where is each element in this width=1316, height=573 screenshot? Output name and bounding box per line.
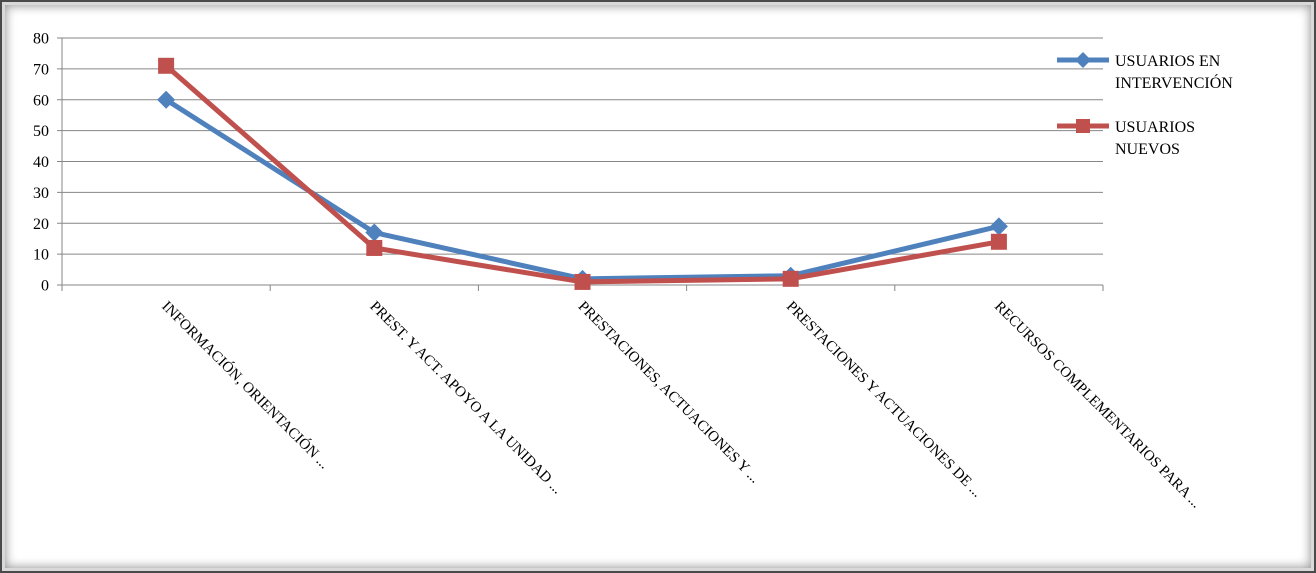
- data-point-marker: [365, 223, 384, 242]
- y-tick-label: 20: [33, 216, 49, 233]
- y-axis-tick-labels: 0 10 20 30 40 50 60 70 80: [33, 31, 49, 295]
- x-category-label: PRESTACIONES, ACTUACIONES Y ...: [575, 299, 763, 487]
- data-point-marker: [574, 273, 591, 290]
- x-category-label: RECURSOS COMPLEMENTARIOS PARA ...: [991, 299, 1204, 512]
- data-point-marker: [157, 90, 176, 109]
- y-tick-label: 40: [33, 154, 49, 171]
- series-1: [157, 90, 1008, 288]
- data-point-marker: [989, 217, 1008, 236]
- data-point-marker: [158, 57, 175, 74]
- data-point-marker: [782, 270, 799, 287]
- legend-swatch-marker: [1075, 52, 1091, 68]
- legend-label: USUARIOS EN: [1115, 53, 1221, 70]
- y-tick-label: 10: [33, 247, 49, 264]
- legend-label: USUARIOS: [1115, 119, 1195, 136]
- x-category-label: PRESTACIONES Y ACTUACIONES DE ...: [783, 299, 985, 501]
- legend-label: NUEVOS: [1115, 141, 1180, 158]
- x-axis-category-labels: INFORMACIÓN, ORIENTACIÓN ... PREST. Y ACT…: [158, 298, 1204, 512]
- series-line: [163, 97, 1002, 282]
- series-line: [163, 63, 1002, 285]
- gridlines: [62, 37, 1103, 255]
- data-point-marker: [990, 233, 1007, 250]
- y-tick-label: 50: [33, 123, 49, 140]
- x-category-label: INFORMACIÓN, ORIENTACIÓN ...: [158, 298, 332, 472]
- y-tick-label: 0: [41, 278, 49, 295]
- y-tick-label: 70: [33, 61, 49, 78]
- legend-item-1: USUARIOS EN INTERVENCIÓN: [1057, 52, 1233, 92]
- x-category-label: PREST. Y ACT. APOYO A LA UNIDAD ...: [366, 299, 565, 498]
- y-tick-label: 80: [33, 31, 49, 48]
- legend-item-2: USUARIOS NUEVOS: [1057, 119, 1195, 158]
- y-tick-label: 30: [33, 185, 49, 202]
- legend: USUARIOS EN INTERVENCIÓN USUARIOS NUEVOS: [1057, 52, 1233, 158]
- series-2: [158, 57, 1007, 290]
- legend-swatch-marker: [1076, 119, 1090, 133]
- series-layer: [157, 57, 1008, 290]
- legend-label: INTERVENCIÓN: [1115, 73, 1233, 92]
- data-point-marker: [366, 239, 383, 256]
- y-tick-label: 60: [33, 92, 49, 109]
